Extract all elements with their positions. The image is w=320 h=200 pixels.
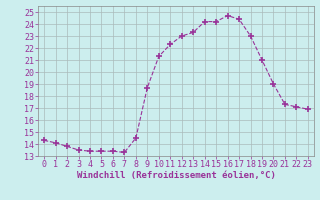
X-axis label: Windchill (Refroidissement éolien,°C): Windchill (Refroidissement éolien,°C) bbox=[76, 171, 276, 180]
